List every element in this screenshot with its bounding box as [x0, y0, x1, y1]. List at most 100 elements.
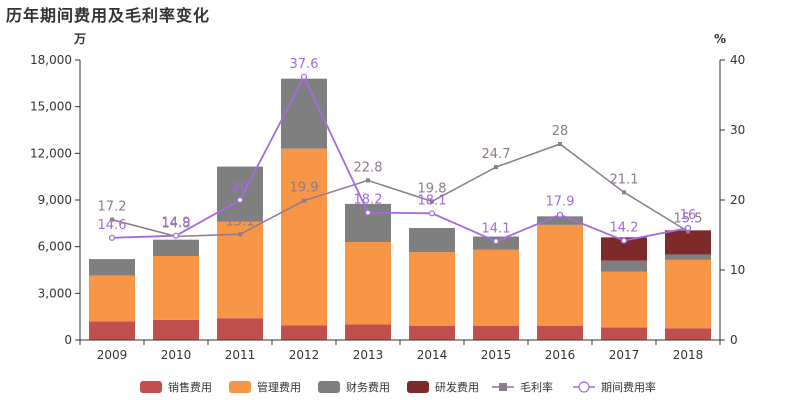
bar-2018-series-2: [665, 254, 711, 260]
bar-2016-series-0: [537, 326, 583, 340]
bar-2015-series-1: [473, 249, 519, 326]
line-1-point: [492, 238, 500, 245]
line-1-data-label: 18.1: [418, 193, 447, 208]
line-1-point: [428, 210, 436, 217]
bar-2017-series-3: [601, 237, 647, 261]
line-1: [111, 74, 689, 243]
bar-2009-series-0: [89, 321, 135, 340]
right-tick-label: 10: [730, 263, 745, 277]
bar-2016-series-2: [537, 216, 583, 225]
line-0-data-label: 28: [552, 124, 569, 139]
bar-2018-series-0: [665, 328, 711, 340]
line-0-point: [430, 199, 434, 204]
line-0-data-label: 15.5: [674, 212, 703, 227]
x-tick-label: 2018: [673, 348, 704, 362]
x-tick-label: 2015: [481, 348, 512, 362]
line-1-data-label: 18.2: [354, 193, 383, 208]
right-tick-label: 30: [730, 123, 745, 137]
legend-swatch: [318, 381, 340, 393]
bar-2010-series-2: [153, 239, 199, 256]
bar-2017-series-0: [601, 327, 647, 340]
bar-2016-series-1: [537, 224, 583, 326]
line-1-data-label: 20: [232, 180, 249, 195]
legend-swatch: [140, 381, 162, 393]
line-0-point: [558, 142, 562, 146]
bar-2013-series-0: [345, 324, 391, 340]
line-1-data-label: 17.9: [546, 195, 575, 210]
line-1-data-label: 14.1: [482, 221, 511, 236]
left-tick-label: 0: [64, 333, 72, 347]
line-1-point: [620, 237, 628, 244]
bar-2012-series-1: [281, 148, 327, 326]
line-0-point: [366, 178, 370, 183]
bar-2014-series-0: [409, 326, 455, 340]
left-tick-label: 6,000: [38, 240, 72, 254]
legend-label: 销售费用: [168, 380, 212, 394]
line-0-point: [494, 165, 498, 170]
bar-2018-series-3: [665, 230, 711, 255]
line-0-point: [686, 229, 690, 234]
bar-2010-series-1: [153, 256, 199, 320]
legend-line-marker: [499, 383, 507, 391]
bar-2009-series-1: [89, 275, 135, 322]
legend-label: 期间费用率: [601, 380, 656, 394]
line-1-point: [364, 209, 372, 216]
left-tick-label: 12,000: [30, 146, 72, 160]
left-axis-unit: 万: [73, 32, 86, 46]
x-tick-label: 2016: [545, 348, 576, 362]
line-0-point: [110, 217, 114, 222]
line-0-data-label: 22.8: [354, 160, 383, 175]
bar-2017-series-2: [601, 260, 647, 272]
line-1-point: [108, 234, 116, 241]
x-tick-label: 2009: [97, 348, 128, 362]
legend-line-marker: [578, 381, 590, 393]
bar-2015-series-0: [473, 326, 519, 340]
bar-2011-series-0: [217, 318, 263, 340]
bar-2013-series-1: [345, 242, 391, 325]
line-0-data-label: 15.1: [226, 214, 255, 229]
line-1-point: [236, 196, 244, 204]
right-tick-label: 0: [730, 333, 738, 347]
line-0-point: [622, 190, 626, 195]
bar-2011-series-1: [217, 221, 263, 319]
bar-2014-series-2: [409, 228, 455, 253]
bar-2014-series-1: [409, 252, 455, 326]
bar-2009-series-2: [89, 259, 135, 276]
left-tick-label: 9,000: [38, 193, 72, 207]
x-tick-label: 2012: [289, 348, 320, 362]
x-tick-label: 2014: [417, 348, 448, 362]
x-tick-label: 2017: [609, 348, 640, 362]
line-1-point: [172, 232, 180, 239]
line-1-point: [300, 73, 308, 80]
x-tick-label: 2010: [161, 348, 192, 362]
line-1-point: [684, 224, 692, 232]
line-1-data-label: 16: [680, 208, 697, 223]
line-0-data-label: 24.7: [482, 147, 511, 162]
line-1-data-label: 14.9: [162, 216, 191, 231]
line-0-point: [302, 198, 306, 203]
bars-layer: [89, 78, 711, 340]
x-tick-label: 2013: [353, 348, 384, 362]
legend-label: 研发费用: [435, 380, 479, 394]
bar-2012-series-2: [281, 78, 327, 149]
legend-swatch: [229, 381, 251, 393]
line-1-point: [556, 211, 564, 218]
line-0-data-label: 17.2: [98, 200, 127, 215]
legend-label: 财务费用: [346, 380, 390, 394]
legend-swatch: [407, 381, 429, 393]
line-0-data-label: 14.8: [162, 216, 191, 231]
line-0-point: [238, 232, 242, 237]
line-1-data-label: 14.2: [610, 221, 639, 236]
bar-2017-series-1: [601, 271, 647, 328]
line-1-data-label: 37.6: [290, 57, 319, 72]
x-tick-label: 2011: [225, 348, 256, 362]
bar-2018-series-1: [665, 259, 711, 329]
axes-layer: 0 3,000 6,000 9,000 12,000 15,000 18,000 0 10 20 3…: [30, 32, 745, 362]
chart-title: 历年期间费用及毛利率变化: [6, 6, 211, 25]
line-1-data-label: 14.6: [98, 218, 127, 233]
left-tick-label: 3,000: [38, 286, 72, 300]
bar-2012-series-0: [281, 325, 327, 340]
legend-label: 毛利率: [520, 380, 553, 394]
bar-2011-series-2: [217, 166, 263, 222]
